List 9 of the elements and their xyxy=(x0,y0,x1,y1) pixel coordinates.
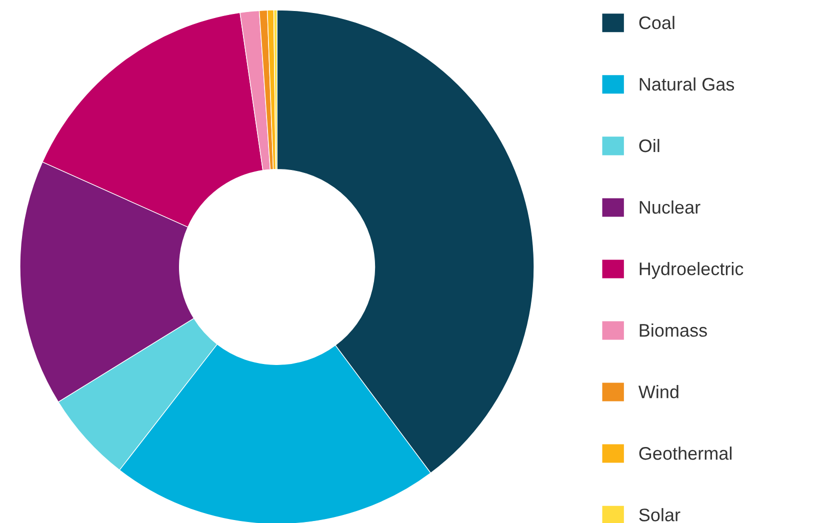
legend-label: Solar xyxy=(639,508,680,522)
legend-label: Wind xyxy=(638,385,678,398)
legend-label: Coal xyxy=(639,16,674,30)
legend-label: Natural Gas xyxy=(640,77,734,91)
legend-label: Hydroelectric xyxy=(640,262,744,279)
legend-label: Nuclear xyxy=(640,200,700,214)
legend-label: Biomass xyxy=(640,324,707,337)
legend-label: Oil xyxy=(639,138,660,152)
legend-label: Geothermal xyxy=(639,446,732,460)
